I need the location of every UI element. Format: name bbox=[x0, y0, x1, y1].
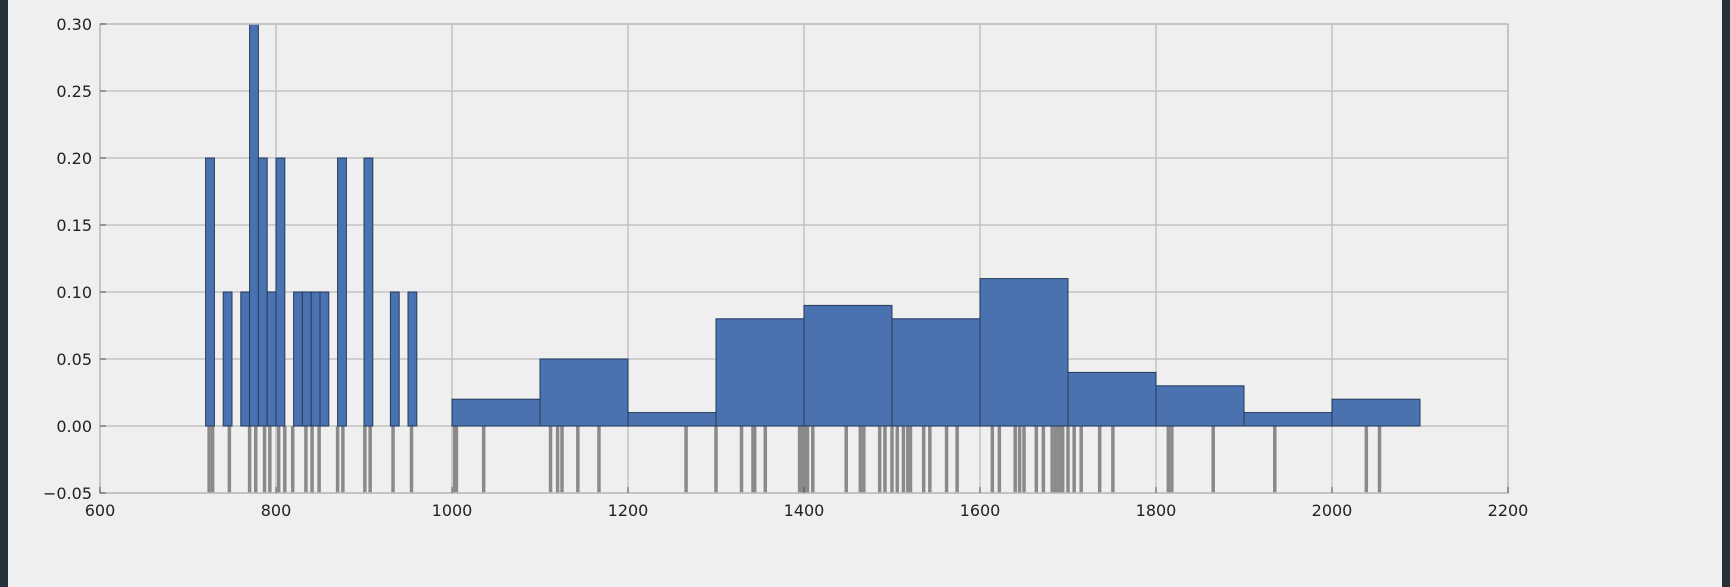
bars bbox=[205, 23, 1421, 427]
histogram-bar bbox=[293, 291, 303, 427]
rug-marks bbox=[207, 426, 1382, 493]
y-tick-label: 0.30 bbox=[56, 15, 92, 34]
histogram-bar bbox=[319, 291, 330, 427]
histogram-bar bbox=[715, 318, 805, 427]
x-axis-ticks: 600 800 1000 1200 1400 1600 1800 2000 2200 bbox=[85, 487, 1529, 520]
histogram-bar bbox=[627, 412, 717, 427]
x-tick-label: 1600 bbox=[960, 501, 1001, 520]
y-tick-label: 0.10 bbox=[56, 283, 92, 302]
x-tick-label: 800 bbox=[261, 501, 292, 520]
histogram-chart: 600 800 1000 1200 1400 1600 1800 2000 2200 −0.05… bbox=[43, 15, 1529, 520]
histogram-bar bbox=[1331, 398, 1421, 427]
x-tick-label: 1400 bbox=[784, 501, 825, 520]
histogram-bar bbox=[363, 157, 374, 427]
x-tick-label: 1000 bbox=[432, 501, 473, 520]
histogram-bar bbox=[249, 23, 259, 427]
y-tick-label: −0.05 bbox=[43, 484, 92, 503]
y-tick-label: 0.15 bbox=[56, 216, 92, 235]
histogram-bar bbox=[222, 291, 233, 427]
histogram-bar bbox=[205, 157, 215, 427]
histogram-bar bbox=[539, 358, 629, 427]
histogram-bar bbox=[891, 318, 981, 427]
histogram-bar bbox=[266, 291, 277, 427]
histogram-bar bbox=[803, 304, 893, 427]
histogram-bar bbox=[301, 291, 312, 427]
y-tick-label: 0.25 bbox=[56, 82, 92, 101]
histogram-bar bbox=[1155, 385, 1245, 427]
histogram-bar bbox=[1243, 412, 1333, 427]
x-tick-label: 2200 bbox=[1488, 501, 1529, 520]
histogram-bar bbox=[451, 398, 541, 427]
histogram-bar bbox=[1067, 371, 1157, 427]
figure: 600 800 1000 1200 1400 1600 1800 2000 2200 −0.05… bbox=[8, 0, 1722, 587]
y-tick-label: 0.20 bbox=[56, 149, 92, 168]
x-tick-label: 1800 bbox=[1136, 501, 1177, 520]
histogram-bar bbox=[389, 291, 400, 427]
y-axis-ticks: −0.05 0.00 0.05 0.10 0.15 0.20 0.25 0.30 bbox=[43, 15, 106, 503]
x-tick-label: 2000 bbox=[1312, 501, 1353, 520]
histogram-bar bbox=[257, 157, 268, 427]
histogram-bar bbox=[240, 291, 251, 427]
y-tick-label: 0.05 bbox=[56, 350, 92, 369]
histogram-bar bbox=[979, 278, 1069, 427]
y-tick-label: 0.00 bbox=[56, 417, 92, 436]
histogram-bar bbox=[407, 291, 418, 427]
x-tick-label: 600 bbox=[85, 501, 116, 520]
x-tick-label: 1200 bbox=[608, 501, 649, 520]
histogram-bar bbox=[275, 157, 286, 427]
histogram-bar bbox=[337, 157, 347, 427]
histogram-bar bbox=[310, 291, 321, 427]
